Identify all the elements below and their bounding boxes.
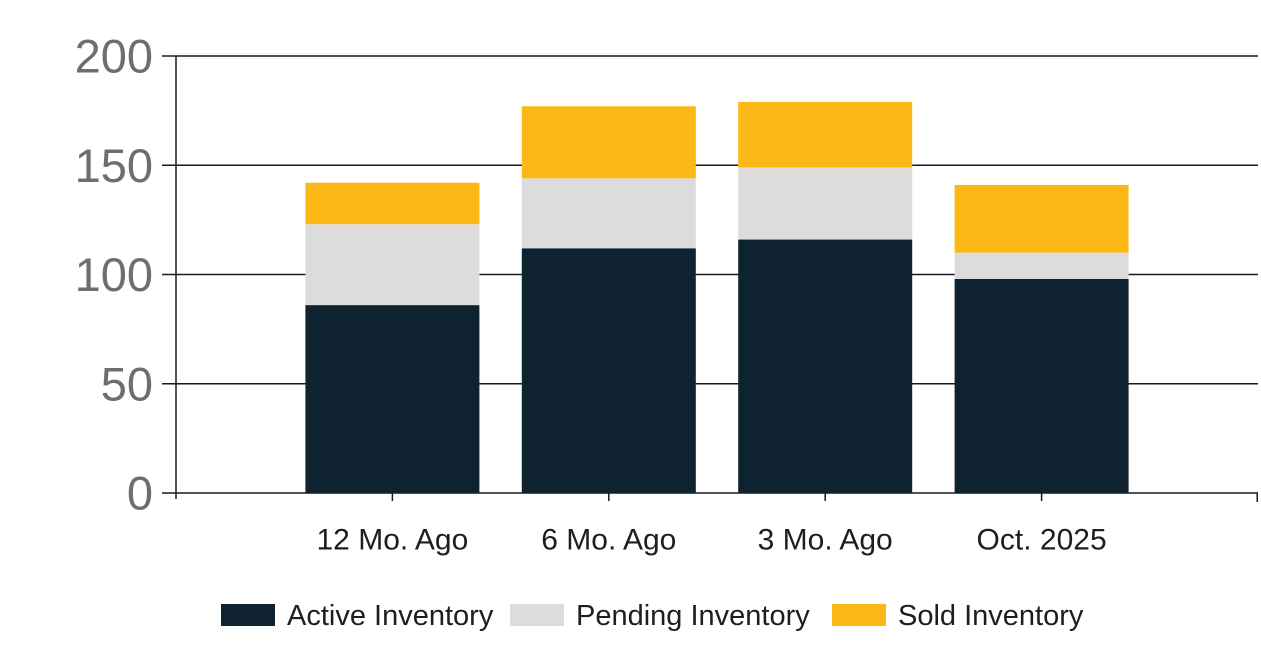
y-axis: 0 50 100 150 200 [75,30,177,520]
legend-swatch-active-inventory [221,604,275,626]
legend-swatch-pending-inventory [510,604,564,626]
bar-segment-12-mo-ago-pending-inventory [305,224,480,306]
x-tick-label-12-mo-ago: 12 Mo. Ago [317,524,469,557]
bar-segment-6-mo-ago-active-inventory [521,248,696,493]
bar-segment-6-mo-ago-sold-inventory [521,106,696,179]
bar-segment-6-mo-ago-pending-inventory [521,178,696,249]
bar-segment-12-mo-ago-sold-inventory [305,182,480,225]
y-tick-label-100: 100 [75,248,153,301]
bar-segment-oct-2025-pending-inventory [954,252,1129,279]
legend-swatch-sold-inventory [832,604,886,626]
bar-segment-3-mo-ago-pending-inventory [738,167,913,240]
bar-6-mo-ago [521,106,696,493]
y-tick-label-0: 0 [127,467,153,520]
bar-segment-oct-2025-sold-inventory [954,184,1129,253]
legend-label-sold-inventory: Sold Inventory [898,600,1084,632]
bar-oct-2025 [954,184,1129,493]
bars [305,101,1129,493]
bar-segment-3-mo-ago-active-inventory [738,239,913,493]
legend-item-active-inventory: Active Inventory [221,600,494,632]
bar-segment-oct-2025-active-inventory [954,278,1129,493]
x-tick-label-3-mo-ago: 3 Mo. Ago [758,524,893,557]
legend: Active Inventory Pending Inventory Sold In… [221,600,1084,632]
bar-segment-3-mo-ago-sold-inventory [738,101,913,168]
x-tick-label-oct-2025: Oct. 2025 [977,524,1107,557]
legend-label-active-inventory: Active Inventory [287,600,494,632]
bar-segment-12-mo-ago-active-inventory [305,305,480,493]
bar-3-mo-ago [738,101,913,493]
legend-item-pending-inventory: Pending Inventory [510,600,810,632]
legend-item-sold-inventory: Sold Inventory [832,600,1084,632]
bar-12-mo-ago [305,182,480,493]
x-tick-label-6-mo-ago: 6 Mo. Ago [541,524,676,557]
y-tick-label-200: 200 [75,30,153,83]
legend-label-pending-inventory: Pending Inventory [576,600,810,632]
y-tick-label-150: 150 [75,139,153,192]
y-tick-label-50: 50 [101,357,153,410]
x-axis: 12 Mo. Ago 6 Mo. Ago 3 Mo. Ago Oct. 2025 [317,493,1258,557]
